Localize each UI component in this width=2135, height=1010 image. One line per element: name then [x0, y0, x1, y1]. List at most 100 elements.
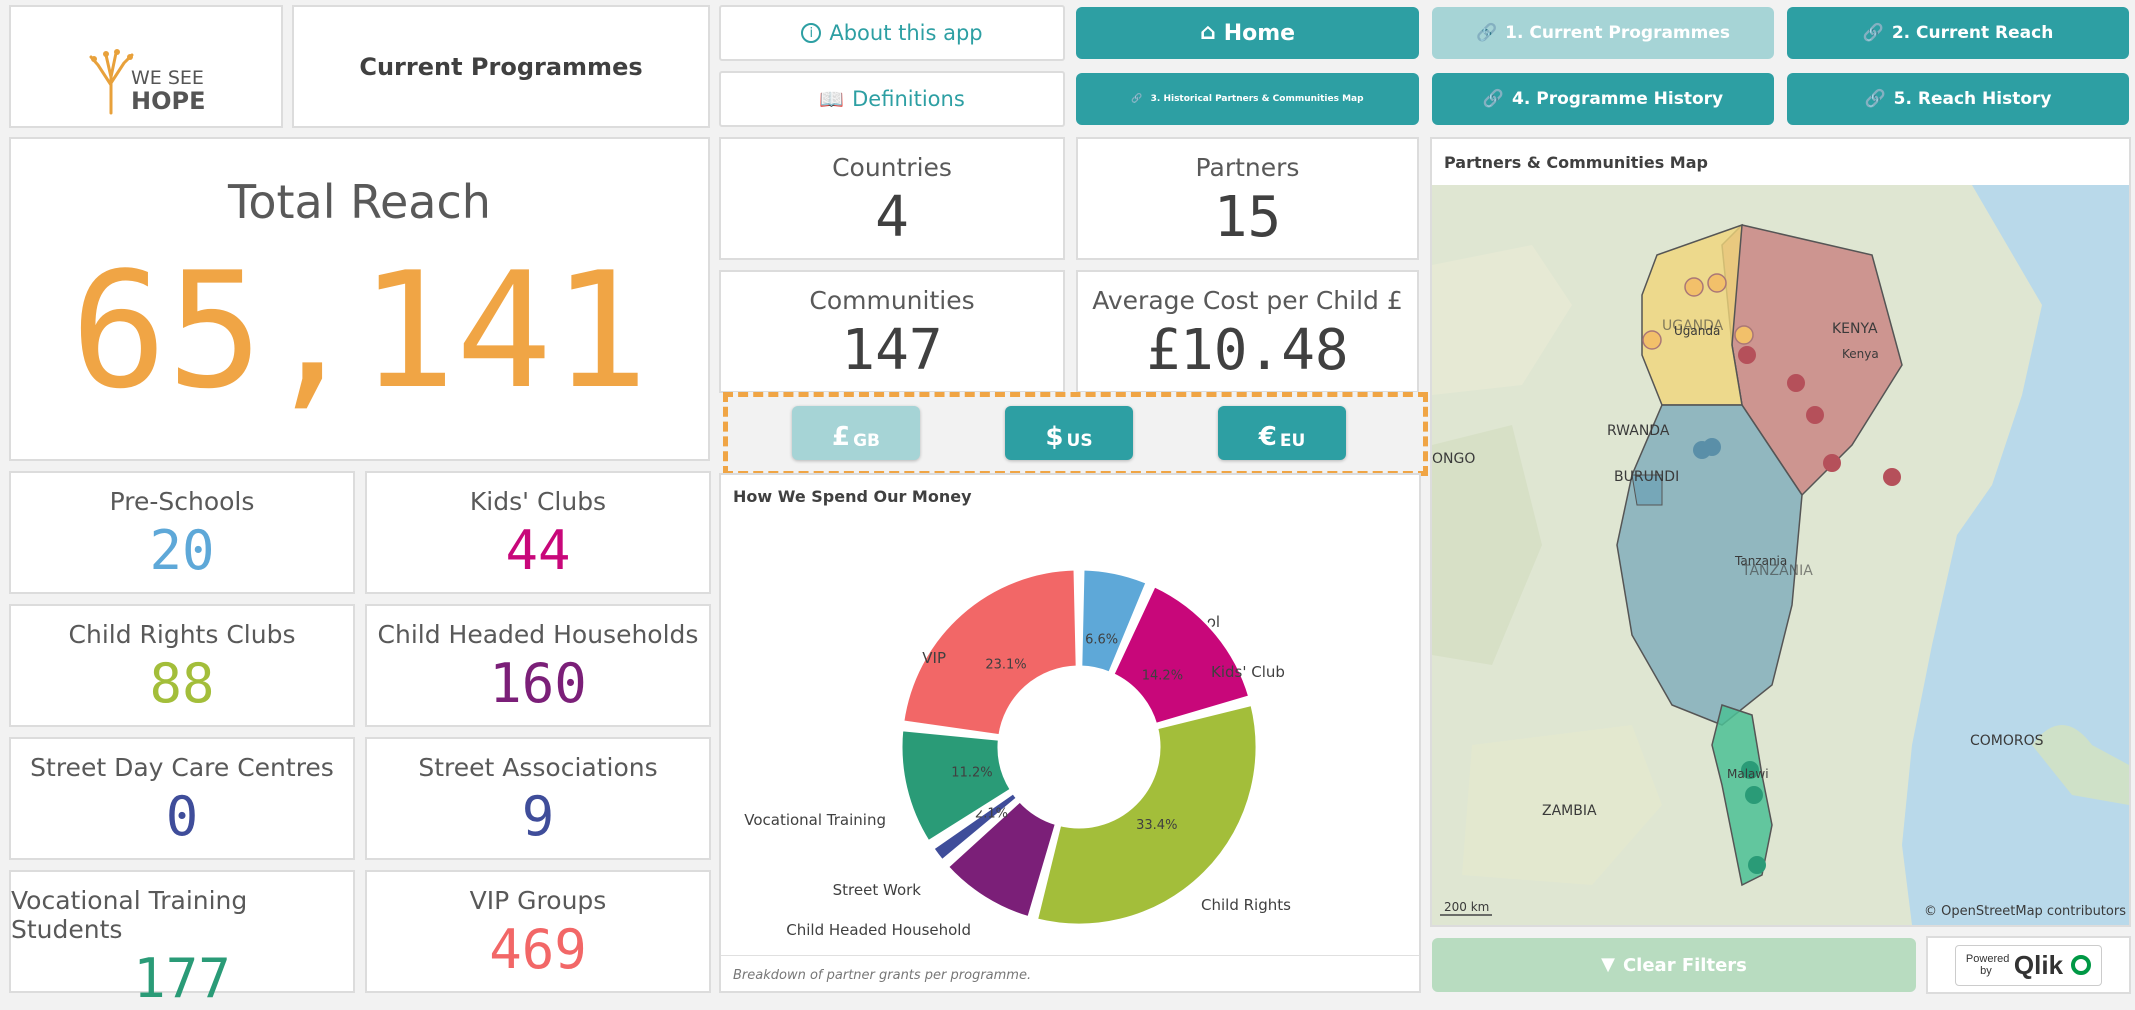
donut-slice-kids-club[interactable]: [1111, 584, 1252, 726]
map-title: Partners & Communities Map: [1444, 153, 1708, 172]
current-reach-button[interactable]: 🔗 2. Current Reach: [1787, 7, 2129, 59]
currency-code: GB: [853, 431, 880, 451]
qlik-logo-text: Qlik: [2013, 949, 2064, 980]
map-scale: 200 km: [1444, 900, 1489, 914]
donut-slice-child-rights[interactable]: [1034, 702, 1259, 927]
map-label-kenya: Kenya: [1842, 347, 1879, 361]
book-icon: 📖: [819, 87, 845, 111]
map-label-malawi: Malawi: [1727, 767, 1769, 781]
total-reach-panel: Total Reach 65,141: [9, 137, 710, 461]
stat-tile-partners: Partners 15: [1076, 137, 1419, 260]
about-button[interactable]: i About this app: [719, 5, 1065, 61]
map-label-zambia: ZAMBIA: [1542, 803, 1597, 819]
map-label-comoros: COMOROS: [1970, 733, 2044, 749]
kpi-tile-vip-groups: VIP Groups 469: [365, 870, 711, 993]
donut-pct-label: 14.2%: [1142, 668, 1183, 683]
spend-footnote: Breakdown of partner grants per programm…: [733, 968, 1032, 983]
donut-category-label: Child Rights: [1201, 896, 1291, 914]
map-canvas[interactable]: UGANDA Uganda KENYA Kenya Tanzania TANZA…: [1432, 185, 2129, 925]
kpi-tile-kids-clubs: Kids' Clubs 44: [365, 471, 711, 594]
donut-category-label: Vocational Training: [744, 811, 886, 829]
donut-slice-vocational-training[interactable]: [899, 728, 1013, 844]
currency-code: US: [1066, 431, 1093, 451]
spend-panel: How We Spend Our Money 6.6%Pre-School14.…: [719, 473, 1421, 993]
map-label-uganda: Uganda: [1674, 324, 1720, 338]
qlik-badge[interactable]: Powered by Qlik: [1926, 936, 2131, 994]
link-icon: 🔗: [1862, 22, 1884, 43]
currency-code: EU: [1279, 431, 1306, 451]
total-reach-label: Total Reach: [228, 175, 491, 229]
map-attribution[interactable]: © OpenStreetMap contributors: [1924, 904, 2126, 919]
currency-symbol: £: [831, 422, 851, 452]
stat-value: 147: [841, 318, 943, 383]
map-label-tanzania: Tanzania: [1734, 554, 1787, 568]
donut-pct-label: 6.6%: [1085, 632, 1118, 647]
kpi-value: 0: [165, 785, 199, 848]
definitions-button[interactable]: 📖 Definitions: [719, 71, 1065, 127]
historical-map-label: 3. Historical Partners & Communities Map: [1150, 94, 1364, 104]
stat-value: £10.48: [1146, 318, 1349, 383]
donut-pct-label: 23.1%: [985, 658, 1026, 673]
map-label-uganda-big: UGANDA: [1662, 318, 1724, 334]
kpi-value: 9: [521, 785, 555, 848]
kpi-value: 20: [149, 519, 215, 582]
definitions-label: Definitions: [852, 87, 965, 111]
logo-text-line1: WE SEE: [131, 67, 204, 89]
kpi-tile-vocational-training-students: Vocational Training Students 177: [9, 870, 355, 1006]
donut-category-label: VIP: [922, 649, 946, 667]
clear-filters-button[interactable]: ▼ Clear Filters: [1432, 938, 1916, 992]
stat-label: Partners: [1195, 153, 1300, 182]
kpi-value: 160: [489, 652, 587, 715]
donut-category-label: Child Headed Household: [786, 921, 971, 939]
kpi-tile-child-headed-households: Child Headed Households 160: [365, 604, 711, 727]
currency-button-us[interactable]: $ US: [1005, 406, 1133, 460]
currency-button-gb[interactable]: £ GB: [792, 406, 920, 460]
donut-pct-label: 2.1%: [975, 807, 1008, 822]
map-label-tanzania-big: TANZANIA: [1741, 563, 1813, 579]
current-programmes-button[interactable]: 🔗 1. Current Programmes: [1432, 7, 1774, 59]
donut-slice-street-work[interactable]: [931, 791, 1019, 863]
stat-tile-average-cost-per-child-: Average Cost per Child £ £10.48: [1076, 270, 1419, 393]
sheet-title: Current Programmes: [359, 52, 643, 81]
kpi-label: Vocational Training Students: [11, 886, 248, 944]
stat-label: Countries: [832, 153, 952, 182]
stat-label: Communities: [809, 286, 975, 315]
reach-history-label: 5. Reach History: [1893, 89, 2052, 109]
donut-pct-label: 11.2%: [951, 765, 992, 780]
map-panel: Partners & Communities Map UGANDA Uganda…: [1430, 137, 2131, 927]
qlik-logo-icon: [2071, 955, 2092, 975]
filter-clear-icon: ▼: [1601, 954, 1615, 975]
donut-slice-child-headed-household[interactable]: [945, 799, 1058, 920]
currency-symbol: €: [1258, 422, 1277, 452]
kpi-value: 469: [489, 918, 587, 981]
donut-slice-vip[interactable]: [901, 567, 1079, 738]
programme-history-button[interactable]: 🔗 4. Programme History: [1432, 73, 1774, 125]
stat-value: 4: [875, 185, 909, 250]
spend-title: How We Spend Our Money: [733, 487, 972, 506]
home-label: Home: [1223, 20, 1296, 46]
stat-label: Average Cost per Child £: [1092, 286, 1403, 315]
reach-history-button[interactable]: 🔗 5. Reach History: [1787, 73, 2129, 125]
programme-history-label: 4. Programme History: [1512, 89, 1724, 109]
sheet-title-panel: Current Programmes: [292, 5, 710, 128]
map-label-congo: ONGO: [1432, 451, 1475, 467]
currency-button-eu[interactable]: € EU: [1218, 406, 1346, 460]
logo-panel: WE SEE HOPE: [9, 5, 283, 128]
kpi-label: Street Day Care Centres: [30, 753, 334, 782]
donut-category-label: Kids' Club: [1211, 663, 1285, 681]
home-button[interactable]: ⌂ Home: [1076, 7, 1419, 59]
kpi-label: Child Headed Households: [377, 620, 699, 649]
map-label-burundi: BURUNDI: [1614, 469, 1679, 485]
kpi-value: 88: [149, 652, 215, 715]
stat-tile-countries: Countries 4: [719, 137, 1065, 260]
currency-symbol: $: [1045, 422, 1064, 452]
donut-category-label: Street Work: [833, 881, 922, 899]
donut-slice-pre-school[interactable]: [1079, 567, 1149, 675]
spend-donut-chart: 6.6%Pre-School14.2%Kids' Club33.4%Child …: [744, 567, 1291, 939]
powered-by-text: Powered by: [1965, 952, 2010, 977]
map-label-rwanda: RWANDA: [1607, 423, 1670, 439]
current-reach-label: 2. Current Reach: [1891, 23, 2054, 43]
link-icon: 🔗: [1864, 88, 1886, 109]
historical-map-button[interactable]: 🔗 3. Historical Partners & Communities M…: [1076, 73, 1419, 125]
kpi-tile-child-rights-clubs: Child Rights Clubs 88: [9, 604, 355, 727]
